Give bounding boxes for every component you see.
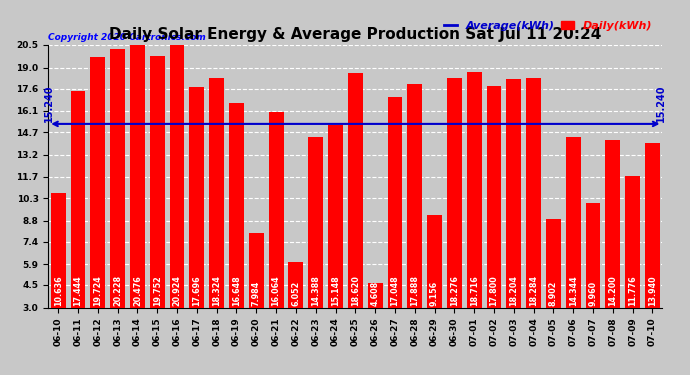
Bar — [130, 45, 145, 308]
Bar — [586, 203, 600, 308]
Bar — [645, 143, 660, 308]
Bar — [566, 137, 581, 308]
Text: 17.048: 17.048 — [391, 276, 400, 306]
Bar — [427, 215, 442, 308]
Text: 9.156: 9.156 — [430, 281, 439, 306]
Bar — [51, 193, 66, 308]
Text: 10.636: 10.636 — [54, 276, 63, 306]
Text: 14.388: 14.388 — [311, 275, 320, 306]
Text: 16.648: 16.648 — [232, 276, 241, 306]
Text: 16.064: 16.064 — [272, 276, 281, 306]
Bar — [150, 56, 165, 308]
Text: 17.800: 17.800 — [489, 276, 498, 306]
Text: 17.444: 17.444 — [74, 276, 83, 306]
Text: 20.924: 20.924 — [172, 275, 181, 306]
Bar — [348, 73, 363, 308]
Bar — [170, 39, 184, 308]
Bar — [368, 284, 382, 308]
Legend: Average(kWh), Daily(kWh): Average(kWh), Daily(kWh) — [440, 16, 657, 35]
Text: 18.716: 18.716 — [470, 276, 479, 306]
Text: 7.984: 7.984 — [252, 281, 261, 306]
Text: 17.696: 17.696 — [193, 276, 201, 306]
Title: Daily Solar Energy & Average Production Sat Jul 11 20:24: Daily Solar Energy & Average Production … — [109, 27, 602, 42]
Text: 18.324: 18.324 — [213, 275, 221, 306]
Bar — [447, 78, 462, 308]
Bar — [605, 140, 620, 308]
Text: 8.902: 8.902 — [549, 281, 558, 306]
Text: 14.200: 14.200 — [609, 276, 618, 306]
Text: 11.776: 11.776 — [628, 276, 637, 306]
Bar — [229, 103, 244, 308]
Text: 15.240: 15.240 — [44, 85, 55, 122]
Bar — [190, 87, 204, 308]
Bar — [209, 78, 224, 308]
Text: 13.940: 13.940 — [648, 276, 657, 306]
Text: 18.284: 18.284 — [529, 275, 538, 306]
Bar — [407, 84, 422, 308]
Bar — [546, 219, 561, 308]
Bar — [70, 91, 86, 308]
Bar — [328, 125, 343, 308]
Bar — [268, 111, 284, 308]
Bar — [110, 49, 125, 308]
Text: Copyright 2020 Cartronics.com: Copyright 2020 Cartronics.com — [48, 33, 206, 42]
Bar — [526, 78, 541, 308]
Text: 19.724: 19.724 — [93, 276, 102, 306]
Text: 20.476: 20.476 — [133, 276, 142, 306]
Text: 15.148: 15.148 — [331, 276, 340, 306]
Text: 15.240: 15.240 — [656, 85, 667, 122]
Text: 14.344: 14.344 — [569, 276, 578, 306]
Text: 19.752: 19.752 — [152, 276, 161, 306]
Text: 17.888: 17.888 — [411, 275, 420, 306]
Bar — [466, 72, 482, 308]
Bar — [288, 262, 304, 308]
Bar — [90, 57, 106, 308]
Text: 6.052: 6.052 — [291, 281, 300, 306]
Text: 20.228: 20.228 — [113, 275, 122, 306]
Bar — [249, 233, 264, 308]
Text: 9.960: 9.960 — [589, 281, 598, 306]
Bar — [486, 86, 502, 308]
Text: 18.204: 18.204 — [509, 275, 518, 306]
Bar — [388, 97, 402, 308]
Bar — [308, 136, 323, 308]
Text: 4.608: 4.608 — [371, 281, 380, 306]
Bar — [625, 176, 640, 308]
Bar — [506, 80, 521, 308]
Text: 18.620: 18.620 — [351, 275, 360, 306]
Text: 18.276: 18.276 — [450, 275, 459, 306]
